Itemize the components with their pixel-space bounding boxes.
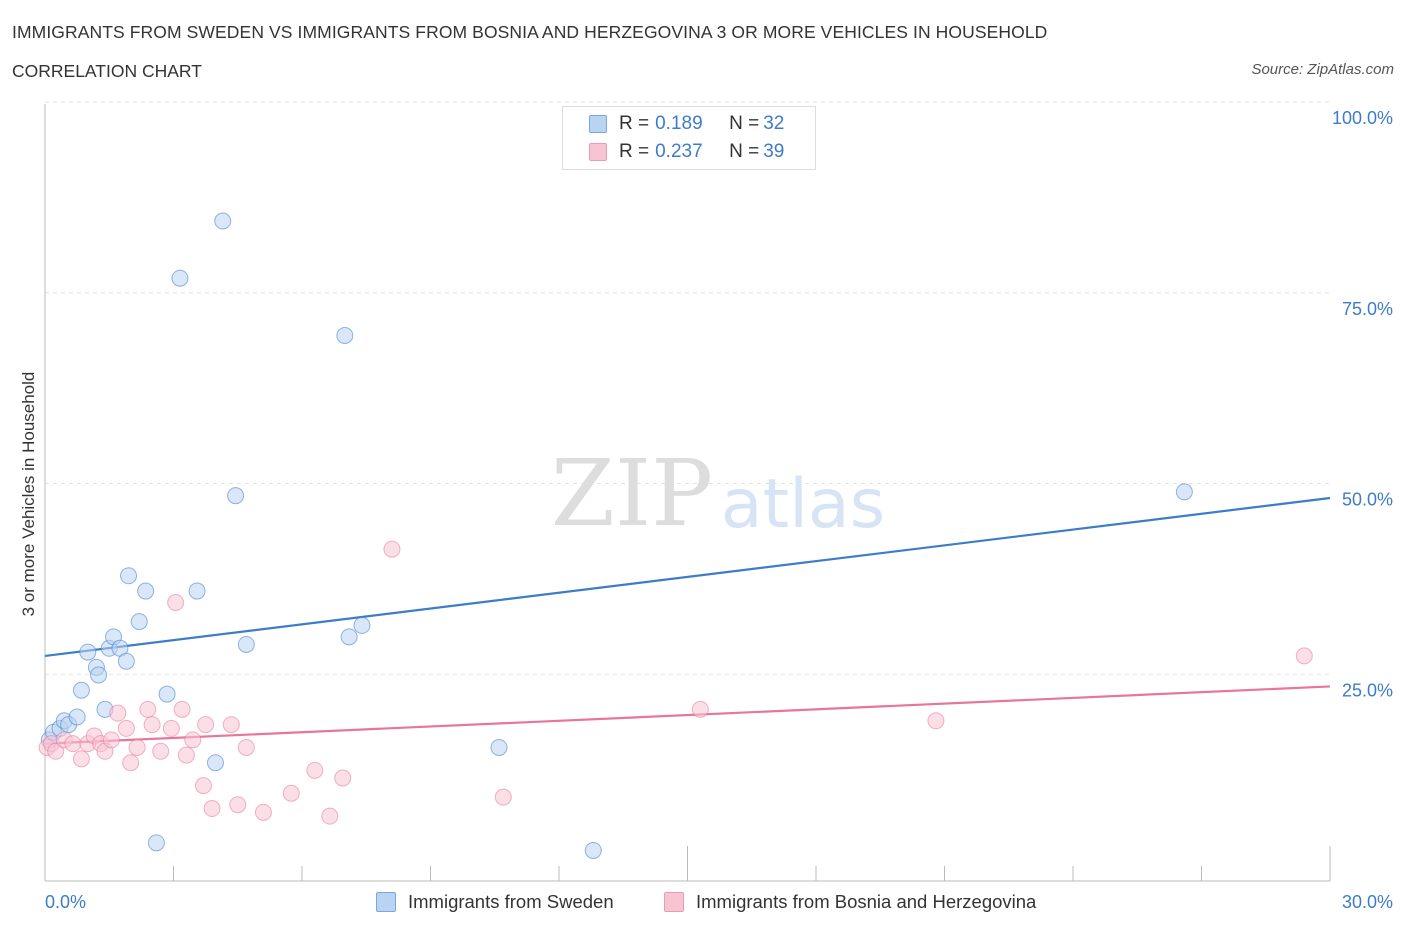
point-bosnia bbox=[122, 754, 140, 772]
point-sweden bbox=[90, 666, 108, 684]
point-sweden bbox=[130, 613, 148, 631]
gridlines bbox=[45, 101, 1330, 675]
point-bosnia bbox=[177, 746, 195, 764]
chart-subtitle: CORRELATION CHART bbox=[12, 61, 202, 81]
point-bosnia bbox=[117, 719, 135, 737]
point-sweden bbox=[214, 212, 232, 230]
point-bosnia bbox=[222, 716, 240, 734]
watermark-atlas: atlas bbox=[721, 465, 885, 544]
point-bosnia bbox=[102, 731, 120, 749]
point-sweden bbox=[490, 738, 508, 756]
point-sweden bbox=[68, 708, 86, 726]
chart-source: Source: ZipAtlas.com bbox=[1251, 61, 1394, 78]
point-bosnia bbox=[162, 719, 180, 737]
point-sweden bbox=[147, 834, 165, 852]
point-bosnia bbox=[494, 788, 512, 806]
legend-n-label: N = bbox=[729, 141, 760, 162]
bottom-legend-swatch-bosnia bbox=[664, 892, 684, 912]
point-bosnia bbox=[47, 742, 65, 760]
point-sweden bbox=[171, 269, 189, 287]
point-bosnia bbox=[197, 716, 215, 734]
point-bosnia bbox=[927, 712, 945, 730]
data-points bbox=[38, 212, 1313, 859]
point-sweden bbox=[1175, 483, 1193, 501]
point-bosnia bbox=[128, 738, 146, 756]
point-sweden bbox=[353, 616, 371, 634]
trend-line-sweden bbox=[44, 496, 1331, 658]
point-bosnia bbox=[152, 742, 170, 760]
x-tick-label: 30.0% bbox=[1342, 892, 1393, 912]
y-axis-label: 3 or more Vehicles in Household bbox=[19, 372, 38, 617]
point-bosnia bbox=[321, 807, 339, 825]
point-sweden bbox=[340, 628, 358, 646]
y-tick-label: 50.0% bbox=[1342, 490, 1393, 510]
tick-labels: 100.0% 75.0% 50.0% 25.0% 0.0% 30.0% bbox=[45, 108, 1393, 912]
legend-n-value: 39 bbox=[763, 141, 785, 162]
point-sweden bbox=[584, 841, 602, 859]
point-bosnia bbox=[173, 700, 191, 718]
legend-row-sweden: R = 0.189 N = 32 bbox=[589, 112, 784, 136]
trend-line-bosnia bbox=[44, 685, 1331, 745]
point-bosnia bbox=[203, 800, 221, 818]
point-bosnia bbox=[282, 784, 300, 802]
trend-lines bbox=[44, 496, 1331, 745]
point-sweden bbox=[117, 652, 135, 670]
point-bosnia bbox=[167, 594, 185, 612]
x-tick-label: 0.0% bbox=[45, 892, 86, 912]
y-tick-label: 100.0% bbox=[1332, 108, 1393, 128]
point-bosnia bbox=[109, 704, 127, 722]
point-sweden bbox=[79, 643, 97, 661]
point-sweden bbox=[72, 681, 90, 699]
point-bosnia bbox=[229, 796, 247, 814]
point-sweden bbox=[188, 582, 206, 600]
legend-row-bosnia: R = 0.237 N = 39 bbox=[589, 140, 784, 164]
point-bosnia bbox=[254, 803, 272, 821]
legend-n-label: N = bbox=[729, 113, 760, 134]
point-sweden bbox=[227, 487, 245, 505]
legend-r-label: R = bbox=[619, 113, 650, 134]
point-bosnia bbox=[143, 716, 161, 734]
point-bosnia bbox=[72, 750, 90, 768]
point-sweden bbox=[237, 635, 255, 653]
legend-r-label: R = bbox=[619, 141, 650, 162]
point-sweden bbox=[336, 326, 354, 344]
legend-r-value: 0.189 bbox=[655, 113, 703, 134]
point-bosnia bbox=[139, 700, 157, 718]
y-tick-label: 75.0% bbox=[1342, 299, 1393, 319]
point-bosnia bbox=[383, 540, 401, 558]
legend-swatch-sweden bbox=[589, 115, 607, 133]
point-sweden bbox=[120, 567, 138, 585]
point-sweden bbox=[158, 685, 176, 703]
point-sweden bbox=[137, 582, 155, 600]
legend-swatch-bosnia bbox=[589, 143, 607, 161]
point-sweden bbox=[206, 754, 224, 772]
point-bosnia bbox=[194, 777, 212, 795]
point-bosnia bbox=[334, 769, 352, 787]
legend-r-value: 0.237 bbox=[655, 141, 703, 162]
bottom-legend-sweden: Immigrants from Sweden bbox=[376, 889, 614, 915]
correlation-legend: R = 0.189 N = 32 R = 0.237 N = 39 bbox=[562, 106, 816, 170]
bottom-legend-label-sweden: Immigrants from Sweden bbox=[408, 891, 614, 912]
watermark-zip: ZIP bbox=[551, 440, 713, 547]
legend-n-value: 32 bbox=[763, 113, 785, 134]
point-bosnia bbox=[184, 731, 202, 749]
bottom-legend-bosnia: Immigrants from Bosnia and Herzegovina bbox=[664, 889, 1036, 915]
axes bbox=[44, 104, 1331, 882]
chart-title: IMMIGRANTS FROM SWEDEN VS IMMIGRANTS FRO… bbox=[12, 22, 1048, 42]
bottom-legend-swatch-sweden bbox=[376, 892, 396, 912]
point-bosnia bbox=[691, 700, 709, 718]
point-bosnia bbox=[1295, 647, 1313, 665]
point-bosnia bbox=[64, 735, 82, 753]
y-tick-label: 25.0% bbox=[1342, 680, 1393, 700]
point-bosnia bbox=[237, 738, 255, 756]
bottom-legend-label-bosnia: Immigrants from Bosnia and Herzegovina bbox=[696, 891, 1037, 912]
point-bosnia bbox=[306, 761, 324, 779]
